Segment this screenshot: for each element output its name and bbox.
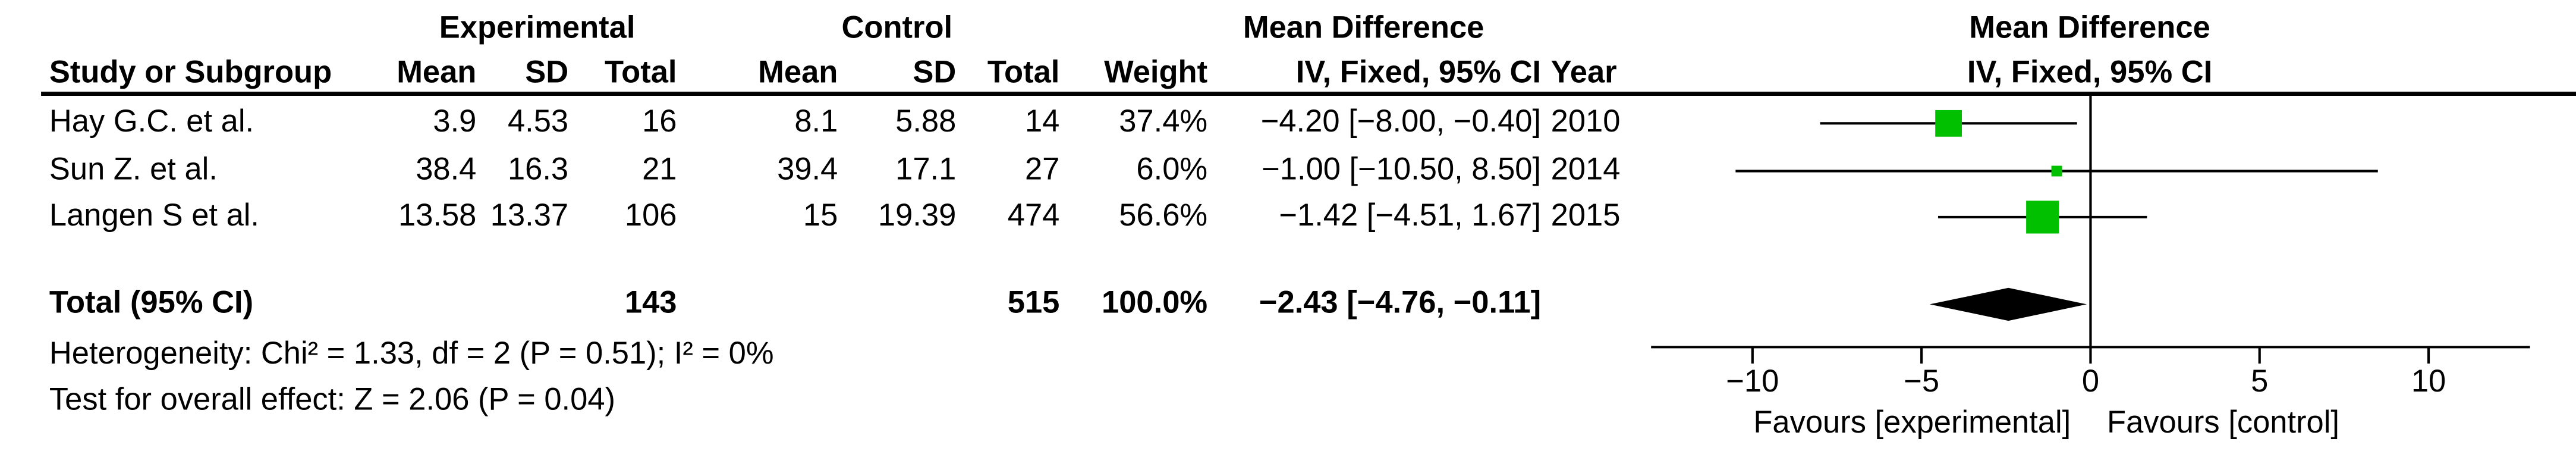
effect-square: [2051, 165, 2062, 177]
table-cell: 14: [1025, 104, 1059, 139]
table-cell: 2015: [1551, 198, 1621, 233]
table-cell: 21: [642, 151, 677, 186]
column-header: Total: [605, 54, 677, 89]
table-cell: 6.0%: [1136, 151, 1207, 186]
x-tick-label: 10: [2411, 364, 2446, 399]
column-header: Mean: [758, 54, 838, 89]
table-cell: −1.00 [−10.50, 8.50]: [1262, 151, 1541, 186]
heterogeneity: Heterogeneity: Chi² = 1.33, df = 2 (P = …: [49, 336, 774, 371]
chart-title: Mean Difference: [1969, 10, 2210, 45]
table-cell: 106: [625, 198, 677, 233]
overall-effect: Test for overall effect: Z = 2.06 (P = 0…: [49, 381, 615, 417]
group-header: Mean Difference: [1243, 10, 1484, 45]
x-tick-label: 0: [2082, 364, 2099, 399]
column-header: IV, Fixed, 95% CI: [1296, 54, 1541, 89]
effect-square: [1935, 109, 1962, 137]
table-cell: 17.1: [895, 151, 956, 186]
table-cell: −4.20 [−8.00, −0.40]: [1261, 104, 1541, 139]
table-cell: 3.9: [433, 104, 476, 139]
x-tick-label: 5: [2251, 364, 2268, 399]
table-cell: 2014: [1551, 151, 1621, 186]
table-cell: 27: [1025, 151, 1059, 186]
study-name: Langen S et al.: [49, 198, 259, 233]
table-cell: 16: [642, 104, 677, 139]
column-header: Weight: [1104, 54, 1207, 89]
table-cell: 2010: [1551, 104, 1621, 139]
study-name: Hay G.C. et al.: [49, 104, 254, 139]
column-header: Total: [987, 54, 1059, 89]
table-cell: 13.37: [490, 198, 568, 233]
total-cell: −2.43 [−4.76, −0.11]: [1259, 284, 1541, 320]
effect-square: [2026, 201, 2059, 234]
table-cell: 5.88: [895, 104, 956, 139]
study-name: Sun Z. et al.: [49, 151, 218, 186]
table-cell: 15: [803, 198, 838, 233]
table-cell: −1.42 [−4.51, 1.67]: [1279, 198, 1541, 233]
column-header: Mean: [397, 54, 476, 89]
table-cell: 56.6%: [1119, 198, 1207, 233]
table-cell: 37.4%: [1119, 104, 1207, 139]
column-header: SD: [913, 54, 956, 89]
column-header: SD: [525, 54, 568, 89]
total-cell: Total (95% CI): [49, 284, 253, 320]
chart-subtitle: IV, Fixed, 95% CI: [1967, 54, 2212, 89]
group-header: Experimental: [439, 10, 636, 45]
x-tick-label: −10: [1726, 364, 1779, 399]
table-cell: 39.4: [777, 151, 838, 186]
column-header: Year: [1551, 54, 1617, 89]
favours-left: Favours [experimental]: [1753, 405, 2071, 440]
table-cell: 13.58: [398, 198, 476, 233]
total-cell: 515: [1008, 284, 1060, 320]
pooled-diamond: [1929, 287, 2087, 321]
x-tick-label: −5: [1904, 364, 1939, 399]
table-cell: 8.1: [794, 104, 838, 139]
table-cell: 38.4: [416, 151, 476, 186]
table-cell: 16.3: [508, 151, 568, 186]
group-header: Control: [842, 10, 953, 45]
column-header: Study or Subgroup: [49, 54, 332, 89]
total-cell: 143: [625, 284, 677, 320]
table-cell: 19.39: [878, 198, 956, 233]
favours-right: Favours [control]: [2107, 405, 2339, 440]
total-cell: 100.0%: [1102, 284, 1207, 320]
table-cell: 4.53: [508, 104, 568, 139]
table-cell: 474: [1008, 198, 1060, 233]
